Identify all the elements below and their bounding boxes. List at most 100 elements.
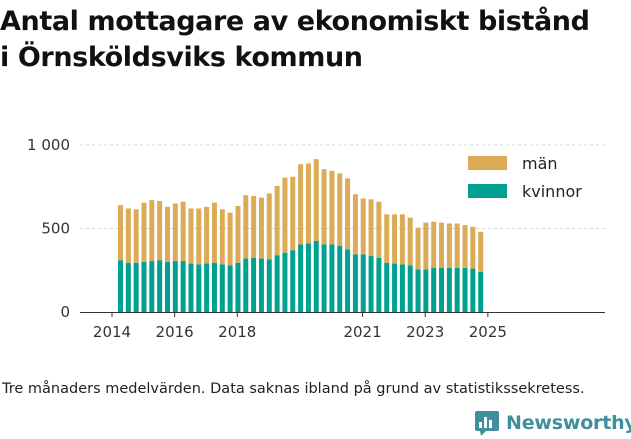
y-tick-label: 500	[41, 220, 70, 238]
chart-title-line-2: i Örnsköldsviks kommun	[0, 42, 363, 73]
bar-man	[470, 226, 476, 269]
bar-man	[290, 176, 296, 251]
axes: 0 500 1 000 2014 2016 2018 2021 2023 2025	[27, 136, 605, 341]
bar-man	[462, 225, 468, 268]
y-tick-label: 1 000	[27, 136, 70, 154]
bar-man	[439, 222, 445, 268]
bar-man	[258, 197, 264, 259]
bar-man	[352, 194, 358, 255]
bar-chart-logo-icon	[475, 411, 499, 436]
bar-kvinnor	[399, 264, 405, 312]
bar-man	[298, 164, 304, 245]
bar-man	[164, 206, 170, 262]
bar-kvinnor	[125, 262, 131, 312]
bar-kvinnor	[258, 258, 264, 312]
bar-man	[282, 177, 288, 253]
x-tick-label: 2016	[156, 323, 194, 341]
bar-kvinnor	[454, 267, 460, 312]
legend-swatch-man	[468, 156, 507, 170]
bar-man	[180, 201, 186, 262]
bar-man	[454, 223, 460, 268]
bar-kvinnor	[368, 256, 374, 312]
bar-kvinnor	[204, 263, 210, 312]
bar-kvinnor	[360, 254, 366, 312]
brand-logo: Newsworthy	[474, 409, 631, 437]
bar-kvinnor	[282, 252, 288, 312]
bar-man	[313, 159, 319, 242]
x-tick-label: 2021	[343, 323, 381, 341]
bar-man	[204, 206, 210, 264]
bar-kvinnor	[392, 263, 398, 312]
bars	[118, 159, 484, 312]
bar-kvinnor	[470, 268, 476, 312]
brand-name: Newsworthy	[506, 412, 631, 434]
bar-kvinnor	[384, 262, 390, 312]
bar-man	[274, 185, 280, 256]
legend-label: män	[522, 154, 558, 173]
bar-man	[141, 202, 147, 262]
bar-kvinnor	[188, 263, 194, 312]
x-tick-label: 2025	[469, 323, 507, 341]
bar-kvinnor	[235, 262, 241, 312]
bar-kvinnor	[196, 264, 202, 312]
bar-kvinnor	[164, 261, 170, 312]
bar-man	[407, 217, 413, 266]
x-tick-label: 2018	[218, 323, 256, 341]
bar-man	[227, 212, 233, 266]
bar-kvinnor	[415, 269, 421, 312]
bar-kvinnor	[462, 267, 468, 312]
bar-kvinnor	[172, 261, 178, 312]
bar-kvinnor	[423, 269, 429, 312]
bar-man	[149, 200, 155, 262]
bar-man	[345, 178, 351, 250]
bar-man	[157, 200, 163, 261]
bar-man	[337, 173, 343, 247]
bar-man	[219, 209, 225, 265]
bar-man	[478, 231, 484, 272]
bar-kvinnor	[446, 267, 452, 312]
bar-kvinnor	[266, 259, 272, 312]
bar-kvinnor	[251, 257, 257, 312]
bar-man	[360, 198, 366, 255]
bar-man	[125, 208, 131, 263]
x-tick-label: 2023	[406, 323, 444, 341]
bar-kvinnor	[439, 267, 445, 312]
bar-kvinnor	[274, 255, 280, 312]
stacked-bar-chart: 0 500 1 000 2014 2016 2018 2021 2023 2025 män kvi…	[27, 136, 605, 341]
bar-kvinnor	[227, 265, 233, 312]
bar-man	[423, 222, 429, 270]
bar-man	[133, 209, 139, 263]
x-tick-label: 2014	[93, 323, 131, 341]
bar-man	[266, 193, 272, 260]
bar-man	[368, 199, 374, 257]
bar-man	[188, 208, 194, 264]
bar-man	[305, 163, 311, 244]
bar-kvinnor	[298, 244, 304, 312]
bar-kvinnor	[352, 254, 358, 312]
bar-kvinnor	[407, 265, 413, 312]
bar-kvinnor	[157, 260, 163, 312]
bar-kvinnor	[141, 261, 147, 312]
legend: män kvinnor	[468, 154, 582, 201]
bar-kvinnor	[329, 244, 335, 312]
bar-kvinnor	[290, 250, 296, 312]
bar-man	[431, 221, 437, 268]
bar-man	[321, 169, 327, 245]
chart-title: Antal mottagare av ekonomiskt bistånd i …	[0, 4, 631, 76]
bar-kvinnor	[180, 261, 186, 312]
bar-man	[415, 227, 421, 270]
bar-man	[243, 195, 249, 259]
bar-kvinnor	[313, 241, 319, 312]
bar-kvinnor	[243, 258, 249, 312]
bar-kvinnor	[337, 246, 343, 312]
bar-man	[384, 214, 390, 263]
bar-man	[211, 202, 217, 263]
footnote: Tre månaders medelvärden. Data saknas ib…	[2, 381, 585, 397]
bar-man	[235, 205, 241, 263]
bar-man	[172, 203, 178, 262]
bar-kvinnor	[149, 261, 155, 312]
bar-man	[399, 214, 405, 265]
legend-label: kvinnor	[522, 182, 582, 201]
bar-kvinnor	[133, 262, 139, 312]
bar-kvinnor	[478, 271, 484, 312]
